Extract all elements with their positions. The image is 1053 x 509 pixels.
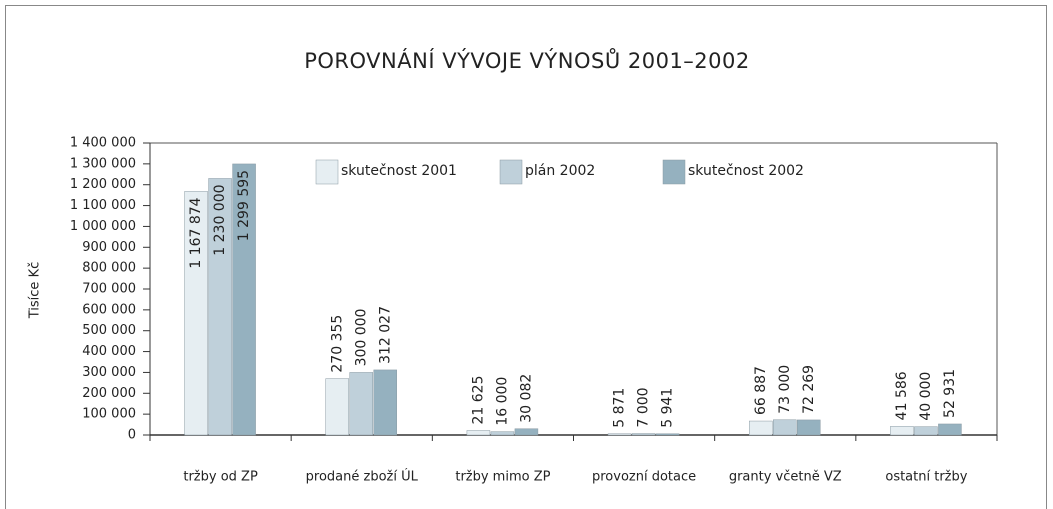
value-label: 16 000 <box>494 377 510 426</box>
bar <box>349 372 373 436</box>
bar <box>208 178 232 436</box>
x-tick-label: granty včetně VZ <box>729 470 842 485</box>
x-tick-label: tržby od ZP <box>183 470 258 485</box>
y-tick-label: 800 000 <box>82 261 136 276</box>
bar <box>373 369 397 436</box>
legend-swatch <box>662 159 686 185</box>
value-label: 1 299 595 <box>236 170 252 241</box>
bar <box>773 419 797 436</box>
value-label: 21 625 <box>470 375 486 424</box>
y-tick-label: 100 000 <box>82 407 136 422</box>
y-tick-label: 1 400 000 <box>70 136 136 151</box>
y-tick-label: 0 <box>128 428 136 443</box>
bar <box>797 419 821 436</box>
y-tick-label: 700 000 <box>82 282 136 297</box>
bar <box>749 420 773 436</box>
y-tick-label: 300 000 <box>82 365 136 380</box>
value-label: 312 027 <box>377 306 393 364</box>
value-label: 73 000 <box>777 365 793 414</box>
bar <box>914 426 938 436</box>
legend-swatch <box>315 159 339 185</box>
y-tick-label: 200 000 <box>82 386 136 401</box>
value-label: 1 230 000 <box>212 184 228 255</box>
y-tick-label: 900 000 <box>82 240 136 255</box>
bar <box>490 431 515 436</box>
legend-label: skutečnost 2001 <box>341 163 457 179</box>
y-axis-label: Tisíce Kč <box>28 262 43 320</box>
legend-label: plán 2002 <box>525 163 595 179</box>
value-label: 7 000 <box>636 387 652 427</box>
bar <box>232 163 256 436</box>
value-label: 5 941 <box>660 388 676 428</box>
x-tick-label: tržby mimo ZP <box>455 470 550 485</box>
bar <box>184 191 208 436</box>
value-label: 52 931 <box>942 369 958 418</box>
y-tick-label: 400 000 <box>82 344 136 359</box>
legend-label: skutečnost 2002 <box>688 163 804 179</box>
value-label: 270 355 <box>329 315 345 373</box>
bar <box>514 428 539 436</box>
value-label: 66 887 <box>753 366 769 415</box>
y-tick-label: 1 300 000 <box>70 156 136 171</box>
chart-title: POROVNÁNÍ VÝVOJE VÝNOSŮ 2001–2002 <box>304 47 750 73</box>
bar <box>325 378 349 436</box>
x-tick-label: provozní dotace <box>592 470 696 485</box>
frame <box>5 5 1047 509</box>
x-tick-label: prodané zboží ÚL <box>306 469 419 485</box>
bar <box>466 430 491 436</box>
value-label: 300 000 <box>353 309 369 367</box>
y-tick-label: 1 200 000 <box>70 177 136 192</box>
bar <box>890 426 914 436</box>
value-label: 1 167 874 <box>188 197 204 268</box>
y-tick-label: 600 000 <box>82 302 136 317</box>
bar <box>655 433 680 436</box>
value-label: 41 586 <box>894 371 910 420</box>
value-label: 5 871 <box>612 388 628 428</box>
legend-swatch <box>499 159 523 185</box>
value-label: 72 269 <box>801 365 817 414</box>
bar <box>938 423 962 436</box>
bar <box>607 433 632 436</box>
x-tick-label: ostatní tržby <box>885 470 967 485</box>
value-label: 40 000 <box>918 372 934 421</box>
y-tick-label: 1 100 000 <box>70 198 136 213</box>
y-tick-label: 500 000 <box>82 323 136 338</box>
bar <box>631 433 656 436</box>
value-label: 30 082 <box>518 374 534 423</box>
y-tick-label: 1 000 000 <box>70 219 136 234</box>
